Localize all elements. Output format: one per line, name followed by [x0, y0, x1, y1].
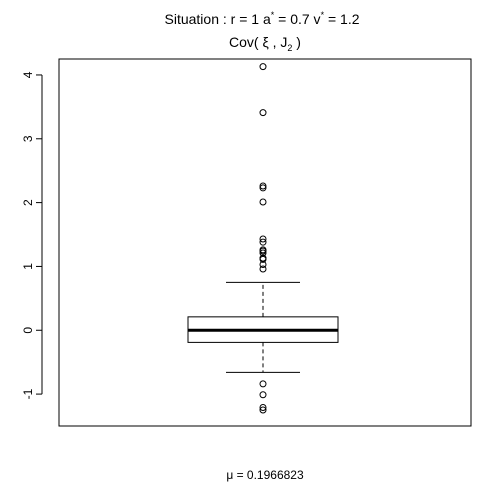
outlier-point [259, 247, 267, 255]
outlier-point [259, 109, 267, 117]
x-axis-label: μ = 0.1966823 [226, 468, 304, 482]
y-tick-label: 3 [21, 135, 35, 142]
y-tick-label: 4 [21, 71, 35, 78]
y-tick-label: 0 [21, 327, 35, 334]
plot-frame [58, 58, 472, 427]
outlier-point [259, 63, 267, 71]
outlier-point [259, 265, 267, 273]
outlier-point [259, 238, 267, 246]
outlier-point [259, 391, 267, 399]
outlier-point [259, 184, 267, 192]
outlier-point [259, 255, 267, 263]
outlier-point [259, 403, 267, 411]
y-tick-label: -1 [21, 388, 35, 399]
outlier-point [259, 261, 267, 269]
y-tick-label: 2 [21, 199, 35, 206]
outlier-point [259, 235, 267, 243]
y-axis: -1 0 1 2 3 4 [21, 71, 42, 399]
chart-title-line1: Situation : r = 1 a* = 0.7 v* = 1.2 [165, 10, 360, 27]
y-tick-label: 1 [21, 263, 35, 270]
outlier-point [259, 380, 267, 388]
outlier-point [259, 182, 267, 190]
outlier-point [259, 406, 267, 414]
chart-title-line2: Cov( ξ , J2 ) [229, 34, 301, 53]
outlier-point [259, 198, 267, 206]
boxplot-series [187, 281, 339, 373]
outlier-points [259, 63, 267, 414]
